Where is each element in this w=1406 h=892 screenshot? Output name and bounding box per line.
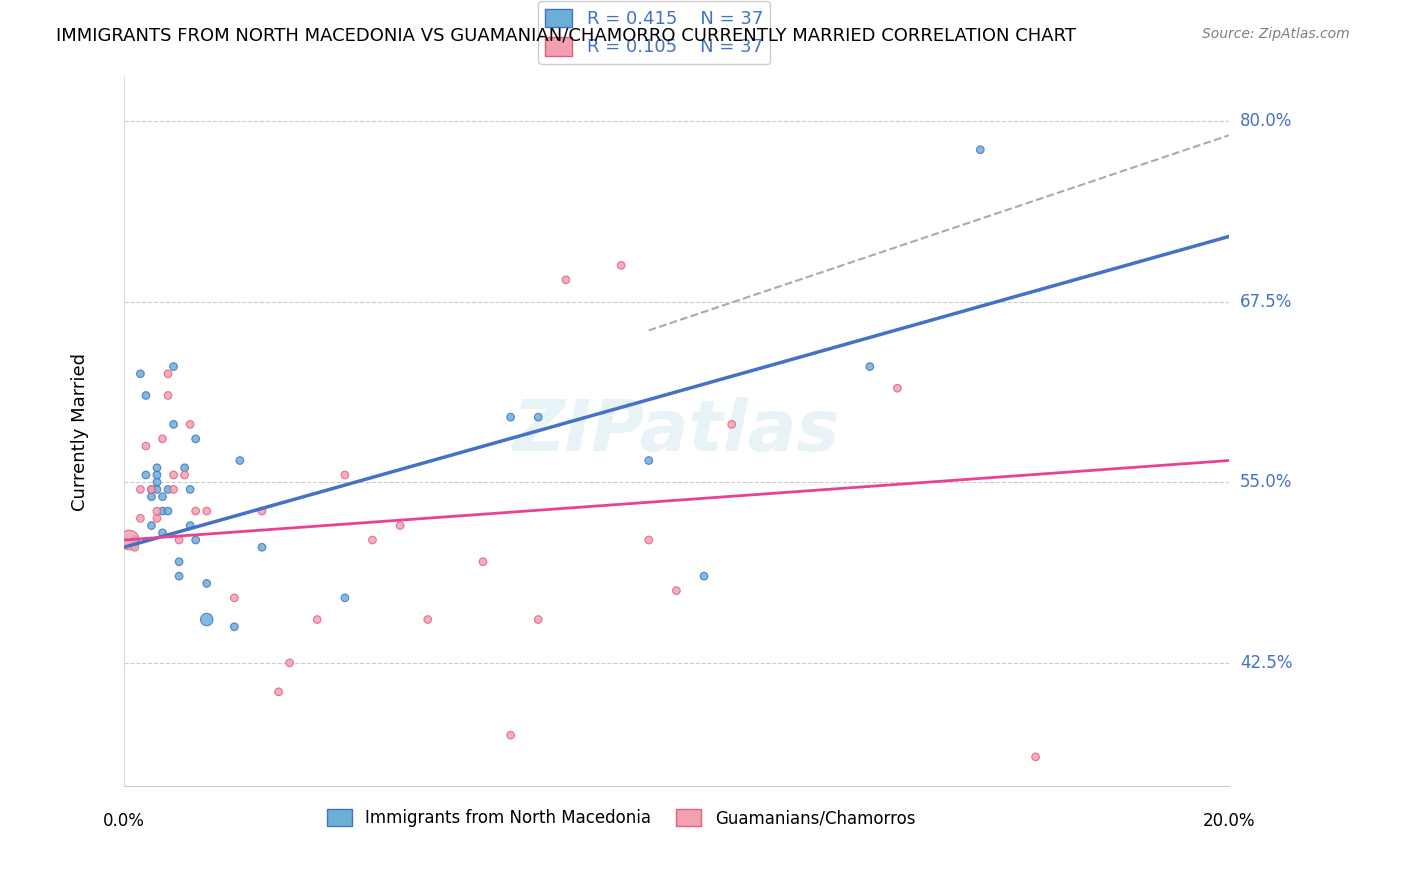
Point [157,504,180,518]
Legend: Immigrants from North Macedonia, Guamanians/Chamorros: Immigrants from North Macedonia, Guamani… [321,803,922,834]
Point [146,460,169,475]
Point [129,367,152,381]
Point [333,591,356,605]
Point [250,504,273,518]
Point [141,483,163,497]
Point [527,613,550,627]
Point [157,483,180,497]
Point [152,504,174,518]
Point [389,518,412,533]
Point [886,381,908,395]
Point [195,613,218,627]
Point [307,613,329,627]
Text: 55.0%: 55.0% [1240,474,1292,491]
Point [162,483,184,497]
Point [162,417,184,432]
Point [693,569,716,583]
Point [333,467,356,482]
Point [499,410,522,425]
Text: ZIPatlas: ZIPatlas [513,397,839,467]
Point [224,620,246,634]
Text: 42.5%: 42.5% [1240,654,1292,672]
Point [267,685,290,699]
Point [416,613,439,627]
Text: IMMIGRANTS FROM NORTH MACEDONIA VS GUAMANIAN/CHAMORRO CURRENTLY MARRIED CORRELAT: IMMIGRANTS FROM NORTH MACEDONIA VS GUAMA… [56,27,1076,45]
Point [141,490,163,504]
Point [195,504,218,518]
Point [167,569,190,583]
Point [135,467,157,482]
Point [610,258,633,272]
Point [173,467,195,482]
Point [637,453,659,467]
Point [472,555,495,569]
Text: 20.0%: 20.0% [1202,812,1256,830]
Point [135,388,157,402]
Point [118,533,141,547]
Point [278,656,301,670]
Point [167,555,190,569]
Point [361,533,384,547]
Point [184,504,207,518]
Point [1025,750,1047,764]
Text: Source: ZipAtlas.com: Source: ZipAtlas.com [1202,27,1350,41]
Point [146,475,169,490]
Point [527,410,550,425]
Point [184,432,207,446]
Point [184,533,207,547]
Point [124,533,146,547]
Point [141,518,163,533]
Point [195,576,218,591]
Text: Currently Married: Currently Married [70,352,89,510]
Point [146,483,169,497]
Point [152,432,174,446]
Point [179,518,201,533]
Point [129,511,152,525]
Point [141,483,163,497]
Point [152,525,174,540]
Point [157,367,180,381]
Point [969,143,991,157]
Point [637,533,659,547]
Point [179,483,201,497]
Point [167,533,190,547]
Point [665,583,688,598]
Text: 0.0%: 0.0% [103,812,145,830]
Point [124,541,146,555]
Point [859,359,882,374]
Point [135,439,157,453]
Point [162,467,184,482]
Text: 67.5%: 67.5% [1240,293,1292,310]
Point [229,453,252,467]
Point [224,591,246,605]
Point [146,504,169,518]
Point [146,467,169,482]
Point [162,359,184,374]
Point [554,273,576,287]
Point [129,483,152,497]
Point [157,388,180,402]
Point [173,460,195,475]
Point [720,417,742,432]
Point [499,728,522,742]
Point [152,490,174,504]
Point [146,511,169,525]
Point [179,417,201,432]
Text: 80.0%: 80.0% [1240,112,1292,130]
Point [250,541,273,555]
